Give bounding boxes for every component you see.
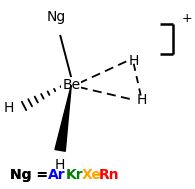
Text: Be: Be xyxy=(62,78,80,92)
Text: Ng =: Ng = xyxy=(10,168,53,182)
Text: Rn: Rn xyxy=(98,168,119,182)
Text: H: H xyxy=(55,158,65,172)
Text: Ng: Ng xyxy=(47,10,66,24)
Text: Ng =: Ng = xyxy=(10,168,53,182)
Text: H: H xyxy=(129,54,139,68)
Polygon shape xyxy=(55,85,71,151)
Text: H: H xyxy=(136,93,147,107)
Text: Ar: Ar xyxy=(48,168,66,182)
Text: +: + xyxy=(181,12,192,25)
Text: Kr: Kr xyxy=(66,168,83,182)
Text: H: H xyxy=(3,101,13,115)
Text: Xe: Xe xyxy=(82,168,101,182)
